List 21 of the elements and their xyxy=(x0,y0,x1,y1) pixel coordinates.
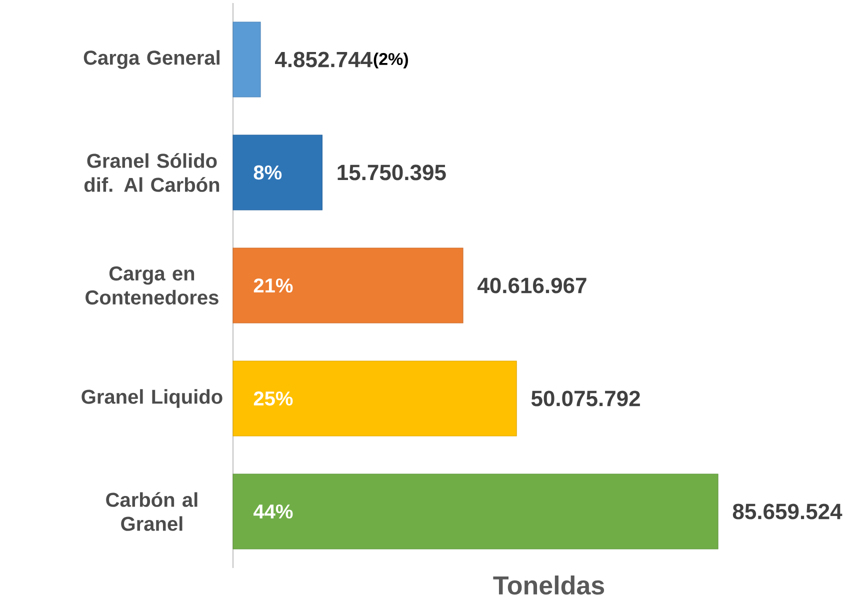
y-tick-label: Carga General xyxy=(84,50,220,69)
bar xyxy=(232,22,261,98)
annotation: (2%) xyxy=(374,52,408,68)
annotation: 8% xyxy=(254,165,282,180)
annotation: 21% xyxy=(254,278,293,293)
y-tick-label: Carbón al Granel xyxy=(106,492,198,531)
y-tick-label: Granel Sólido dif. Al Carbón xyxy=(84,153,220,192)
data-label: 15.750.395 xyxy=(338,164,446,180)
data-label: 50.075.792 xyxy=(531,390,640,406)
data-label: 85.659.524 xyxy=(732,504,842,520)
annotation: 25% xyxy=(254,391,293,406)
bar xyxy=(232,360,517,436)
data-label: 4.852.744 xyxy=(275,52,372,68)
bar xyxy=(232,134,322,210)
y-tick-label: Carga en Contenedores xyxy=(86,266,218,305)
bar xyxy=(232,474,718,550)
bar xyxy=(232,248,464,324)
data-label: 40.616.967 xyxy=(478,278,586,294)
annotation: 44% xyxy=(254,504,293,519)
y-tick-label: Granel Liquido xyxy=(82,389,222,408)
x-axis-title: Toneldas xyxy=(493,576,604,595)
